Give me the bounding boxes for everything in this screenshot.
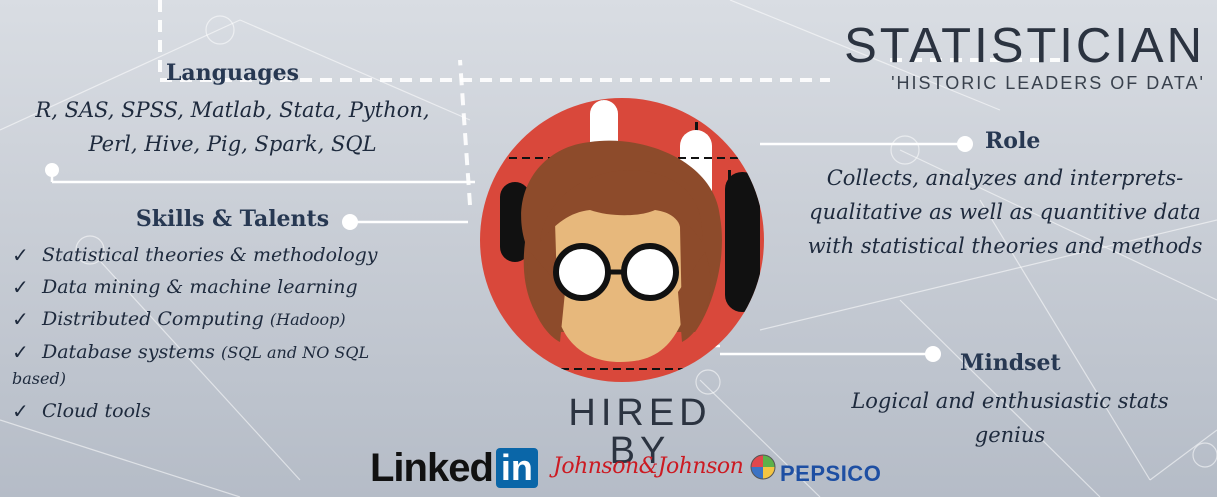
pepsico-logo: PEPSICO xyxy=(780,461,882,486)
role-text: Collects, analyzes and interprets- quali… xyxy=(807,166,1203,258)
node-dot-icon xyxy=(342,214,358,230)
avatar-illustration xyxy=(480,98,764,382)
skill-text: Data mining & machine learning xyxy=(42,276,358,298)
languages-line-1: R, SAS, SPSS, Matlab, Stata, Python, xyxy=(35,98,430,122)
checkmark-icon: ✓ xyxy=(12,399,29,423)
checkmark-icon: ✓ xyxy=(12,275,29,299)
linkedin-wordmark: Linked xyxy=(370,446,494,490)
page-subtitle: 'HISTORIC LEADERS OF DATA' xyxy=(891,73,1205,93)
skills-list: ✓ Statistical theories & methodology ✓ D… xyxy=(12,242,462,430)
johnson-and-johnson-logo: Johnson&Johnson xyxy=(553,454,744,479)
skills-heading: Skills & Talents xyxy=(135,206,330,232)
node-dot-icon xyxy=(957,136,973,152)
skill-text: Database systems xyxy=(42,341,215,363)
hired-by-label: HIRED BY xyxy=(568,392,712,472)
skill-text: Distributed Computing xyxy=(42,308,264,330)
languages-heading: Languages xyxy=(165,60,300,86)
checkmark-icon: ✓ xyxy=(12,307,29,331)
skill-extra-continued: based) xyxy=(12,369,66,388)
checkmark-icon: ✓ xyxy=(12,243,29,267)
node-dot-icon xyxy=(45,163,59,177)
skill-text: Cloud tools xyxy=(42,400,151,422)
languages-text: R, SAS, SPSS, Matlab, Stata, Python, Per… xyxy=(0,93,465,161)
skill-text: Statistical theories & methodology xyxy=(42,244,378,266)
role-heading: Role xyxy=(985,128,1041,154)
linkedin-logo: Linked in xyxy=(370,446,538,490)
list-item: ✓ Statistical theories & methodology xyxy=(12,242,462,268)
linkedin-in-box: in xyxy=(495,448,538,488)
skill-extra: (Hadoop) xyxy=(269,310,346,329)
mindset-text: Logical and enthusiastic stats genius xyxy=(851,389,1169,447)
pepsico-globe-icon xyxy=(750,454,776,480)
checkmark-icon: ✓ xyxy=(12,340,29,364)
skill-extra: (SQL and NO SQL xyxy=(220,343,370,362)
page-title: STATISTICIAN xyxy=(844,19,1205,73)
list-item: ✓ Distributed Computing (Hadoop) xyxy=(12,306,462,333)
list-item: ✓ Cloud tools xyxy=(12,398,462,424)
list-item: ✓ Database systems (SQL and NO SQL based… xyxy=(12,339,462,392)
list-item: ✓ Data mining & machine learning xyxy=(12,274,462,300)
node-dot-icon xyxy=(925,346,941,362)
mindset-heading: Mindset xyxy=(960,350,1061,376)
languages-line-2: Perl, Hive, Pig, Spark, SQL xyxy=(88,132,377,156)
